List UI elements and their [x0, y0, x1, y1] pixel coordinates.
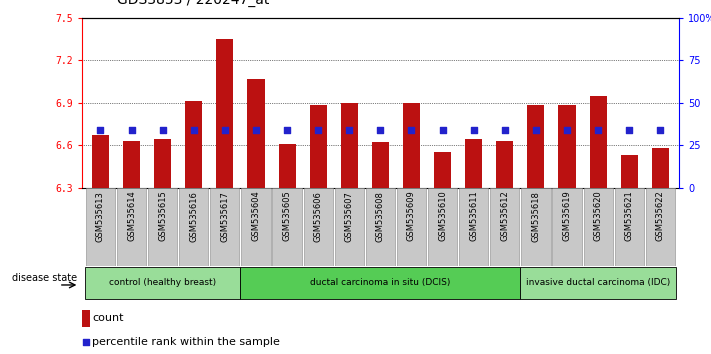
Bar	[558, 105, 576, 188]
Point	[95, 127, 106, 133]
Bar	[372, 142, 389, 188]
Bar	[465, 139, 482, 188]
Bar	[589, 96, 606, 188]
Text: GSM535621: GSM535621	[625, 191, 634, 241]
Text: ductal carcinoma in situ (DCIS): ductal carcinoma in situ (DCIS)	[310, 278, 451, 287]
Text: GSM535620: GSM535620	[594, 191, 603, 241]
Text: GSM535616: GSM535616	[189, 191, 198, 242]
FancyBboxPatch shape	[584, 188, 613, 266]
Bar	[123, 141, 140, 188]
Text: GSM535604: GSM535604	[252, 191, 260, 241]
Point	[157, 127, 169, 133]
Bar	[528, 105, 545, 188]
Point	[219, 127, 230, 133]
Bar	[154, 139, 171, 188]
Text: GSM535619: GSM535619	[562, 191, 572, 241]
FancyBboxPatch shape	[521, 188, 550, 266]
Point	[592, 127, 604, 133]
Text: GSM535605: GSM535605	[282, 191, 292, 241]
Bar	[403, 103, 420, 188]
Text: disease state: disease state	[12, 273, 77, 283]
Point	[530, 127, 542, 133]
Bar	[216, 39, 233, 188]
Point	[282, 127, 293, 133]
Text: GSM535611: GSM535611	[469, 191, 479, 241]
FancyBboxPatch shape	[241, 188, 271, 266]
Bar	[652, 148, 669, 188]
FancyBboxPatch shape	[552, 188, 582, 266]
Point	[250, 127, 262, 133]
FancyBboxPatch shape	[520, 267, 676, 299]
Text: count: count	[92, 313, 124, 323]
Text: control (healthy breast): control (healthy breast)	[109, 278, 216, 287]
Text: GSM535612: GSM535612	[501, 191, 509, 241]
FancyBboxPatch shape	[85, 267, 240, 299]
Text: GSM535613: GSM535613	[96, 191, 105, 242]
Bar	[496, 141, 513, 188]
FancyBboxPatch shape	[490, 188, 520, 266]
FancyBboxPatch shape	[397, 188, 426, 266]
FancyBboxPatch shape	[117, 188, 146, 266]
FancyBboxPatch shape	[272, 188, 301, 266]
Point	[188, 127, 199, 133]
Text: GSM535617: GSM535617	[220, 191, 230, 242]
FancyBboxPatch shape	[210, 188, 240, 266]
Text: GSM535618: GSM535618	[531, 191, 540, 242]
FancyBboxPatch shape	[459, 188, 488, 266]
Point	[343, 127, 355, 133]
Point	[375, 127, 386, 133]
Text: percentile rank within the sample: percentile rank within the sample	[92, 337, 280, 347]
Bar	[279, 144, 296, 188]
FancyBboxPatch shape	[365, 188, 395, 266]
Point	[624, 127, 635, 133]
Bar	[247, 79, 264, 188]
Point	[126, 127, 137, 133]
FancyBboxPatch shape	[335, 188, 364, 266]
Text: GSM535610: GSM535610	[438, 191, 447, 241]
FancyBboxPatch shape	[179, 188, 208, 266]
Point	[468, 127, 479, 133]
FancyBboxPatch shape	[428, 188, 457, 266]
FancyBboxPatch shape	[240, 267, 520, 299]
Text: GSM535607: GSM535607	[345, 191, 354, 242]
Point	[406, 127, 417, 133]
FancyBboxPatch shape	[646, 188, 675, 266]
Point	[279, 249, 291, 255]
Point	[437, 127, 448, 133]
FancyBboxPatch shape	[304, 188, 333, 266]
Point	[562, 127, 573, 133]
Text: GSM535606: GSM535606	[314, 191, 323, 242]
Bar	[92, 135, 109, 188]
Text: GSM535608: GSM535608	[376, 191, 385, 242]
Text: GSM535622: GSM535622	[656, 191, 665, 241]
FancyBboxPatch shape	[614, 188, 644, 266]
Text: GSM535615: GSM535615	[158, 191, 167, 241]
Text: invasive ductal carcinoma (IDC): invasive ductal carcinoma (IDC)	[526, 278, 670, 287]
Bar	[82, 310, 90, 326]
Text: GSM535614: GSM535614	[127, 191, 136, 241]
Bar	[309, 105, 327, 188]
Bar	[341, 103, 358, 188]
Point	[313, 127, 324, 133]
Bar	[621, 155, 638, 188]
Text: GSM535609: GSM535609	[407, 191, 416, 241]
Bar	[185, 101, 203, 188]
FancyBboxPatch shape	[148, 188, 177, 266]
Text: GDS3853 / 220247_at: GDS3853 / 220247_at	[117, 0, 269, 7]
Point	[655, 127, 666, 133]
Point	[499, 127, 510, 133]
FancyBboxPatch shape	[86, 188, 115, 266]
Bar	[434, 152, 451, 188]
